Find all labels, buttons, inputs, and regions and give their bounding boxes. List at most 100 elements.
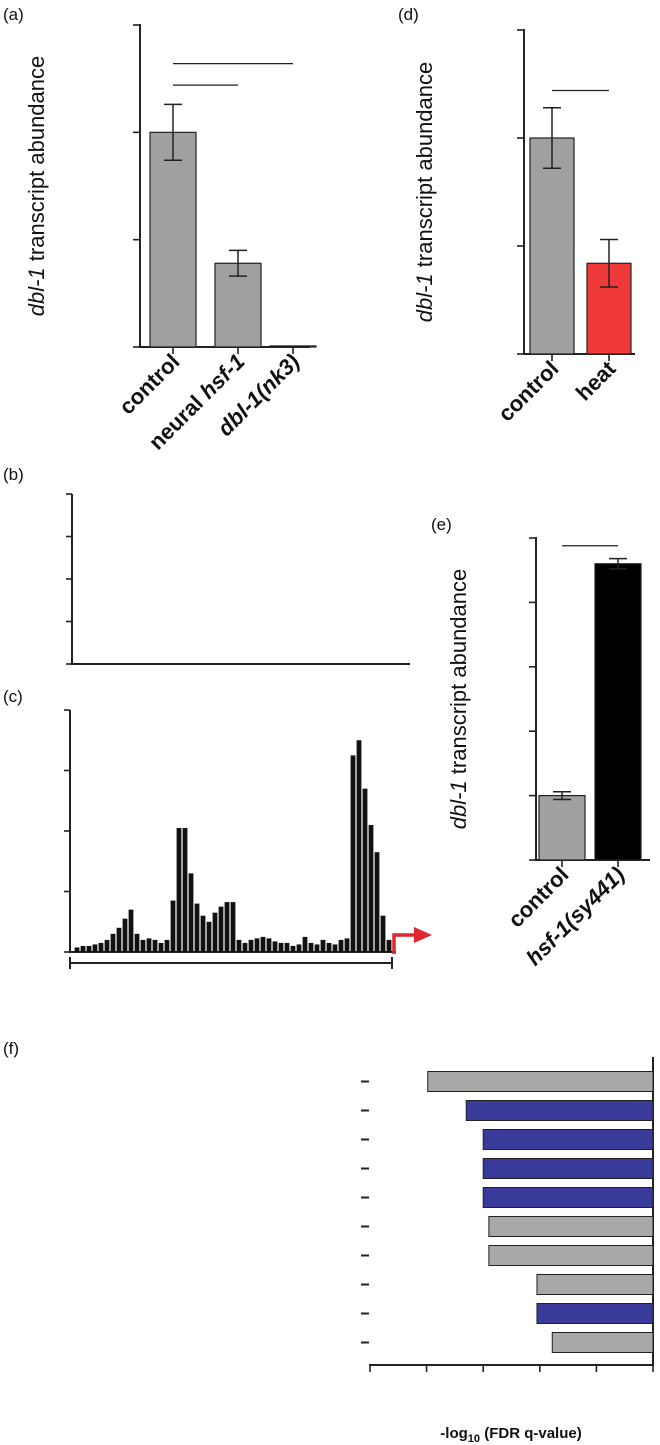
category-label-2: heat	[571, 355, 621, 405]
bar-2	[594, 563, 642, 861]
enrichment-bar	[488, 1216, 654, 1237]
binding-bar	[248, 939, 254, 952]
binding-bar	[224, 902, 230, 952]
x-axis-sublabel-pre: -log	[440, 1425, 468, 1442]
binding-bar	[152, 939, 158, 952]
binding-bar	[380, 915, 386, 952]
y-axis-label: dbl-1 transcript abundance	[412, 62, 437, 323]
y-axis-label-text: transcript abundance	[412, 62, 437, 274]
binding-bar	[212, 912, 218, 952]
binding-bar	[104, 939, 110, 952]
panel-b-sequence-logo	[66, 493, 410, 665]
y-axis-label-gene: dbl-1	[446, 780, 471, 829]
panel-letter-a: (a)	[3, 5, 24, 24]
binding-bar	[308, 942, 314, 952]
binding-bar	[254, 938, 260, 952]
enrichment-bar	[482, 1129, 654, 1150]
panel-a-bar-chart: dbl-1 transcript abundancecontrolneural …	[24, 24, 317, 455]
binding-bar	[374, 852, 380, 952]
category-label-1: control	[493, 356, 563, 426]
panel-letter-b: (b)	[3, 465, 24, 484]
x-axis-sublabel-sub: 10	[468, 1433, 480, 1445]
panel-d-bar-chart: dbl-1 transcript abundance control heat	[412, 29, 635, 426]
binding-bar	[116, 927, 122, 952]
panel-e-bar-chart: dbl-1 transcript abundancecontrolhsf-1(s…	[446, 537, 650, 970]
enrichment-bar	[465, 1100, 654, 1121]
binding-bar	[320, 939, 326, 952]
binding-bar	[350, 755, 356, 952]
binding-bar	[158, 942, 164, 952]
tss-arrow-head	[414, 927, 432, 943]
binding-bar	[326, 942, 332, 952]
binding-bar	[356, 740, 362, 952]
binding-bar	[386, 939, 392, 952]
binding-bar	[338, 939, 344, 952]
binding-bar	[92, 944, 98, 952]
enrichment-bar	[536, 1274, 654, 1295]
binding-bar	[362, 788, 368, 952]
binding-bar	[146, 938, 152, 952]
binding-bar	[284, 942, 290, 952]
binding-bar	[218, 906, 224, 952]
binding-bar	[176, 827, 182, 952]
bar-1	[149, 131, 197, 348]
enrichment-bar	[427, 1071, 654, 1092]
panel-letter-e: (e)	[431, 515, 452, 534]
binding-bar	[368, 824, 374, 952]
category-label-part: hsf-1(sy441)	[521, 862, 629, 970]
binding-bar	[74, 947, 80, 952]
binding-bar	[110, 933, 116, 952]
panel-letter-f: (f)	[3, 1039, 19, 1058]
binding-bar	[122, 918, 128, 952]
enrichment-bar	[482, 1187, 654, 1208]
binding-bar	[302, 936, 308, 952]
panel-letter-d: (d)	[398, 5, 419, 24]
bar-1	[529, 137, 575, 355]
panel-c-binding-track	[64, 709, 432, 969]
binding-bar	[200, 915, 206, 952]
y-axis-label: dbl-1 transcript abundance	[24, 56, 49, 317]
binding-bar	[86, 945, 92, 952]
binding-bar	[332, 944, 338, 952]
binding-bar	[344, 938, 350, 952]
binding-bar	[188, 873, 194, 952]
binding-bar	[260, 936, 266, 952]
category-label-2: hsf-1(sy441)	[521, 862, 629, 970]
y-axis-label-gene: dbl-1	[24, 267, 49, 316]
binding-bar	[230, 902, 236, 952]
bar-1	[538, 794, 586, 861]
y-axis-label-text: transcript abundance	[24, 56, 49, 268]
binding-bar	[134, 933, 140, 952]
bar-2	[214, 262, 262, 348]
binding-bar	[206, 921, 212, 952]
binding-bar	[278, 942, 284, 952]
binding-bar	[164, 939, 170, 952]
binding-bar	[314, 944, 320, 952]
binding-bar	[140, 939, 146, 952]
category-label-part: heat	[571, 355, 621, 405]
binding-bar	[98, 942, 104, 952]
binding-bar	[242, 942, 248, 952]
enrichment-bar	[488, 1245, 654, 1266]
enrichment-bar	[482, 1158, 654, 1179]
enrichment-bar	[536, 1303, 654, 1324]
binding-bar	[194, 903, 200, 952]
binding-bar	[266, 938, 272, 952]
y-axis-label: dbl-1 transcript abundance	[446, 569, 471, 830]
binding-bar	[80, 945, 86, 952]
enrichment-bar	[551, 1332, 654, 1353]
y-axis-label-text: transcript abundance	[446, 569, 471, 781]
panel-f-enrichment-chart: -log10 (FDR q-value)	[361, 1057, 654, 1445]
tss-arrow-stem	[392, 933, 418, 954]
binding-bar	[272, 941, 278, 952]
panel-letter-c: (c)	[3, 687, 23, 706]
binding-bar	[170, 900, 176, 952]
bar-3	[269, 345, 317, 348]
binding-bar	[236, 939, 242, 952]
category-label-part: control	[493, 356, 563, 426]
x-axis-sublabel: -log10 (FDR q-value)	[440, 1425, 581, 1445]
binding-bar	[290, 945, 296, 952]
binding-bar	[296, 944, 302, 952]
binding-bar	[128, 909, 134, 952]
